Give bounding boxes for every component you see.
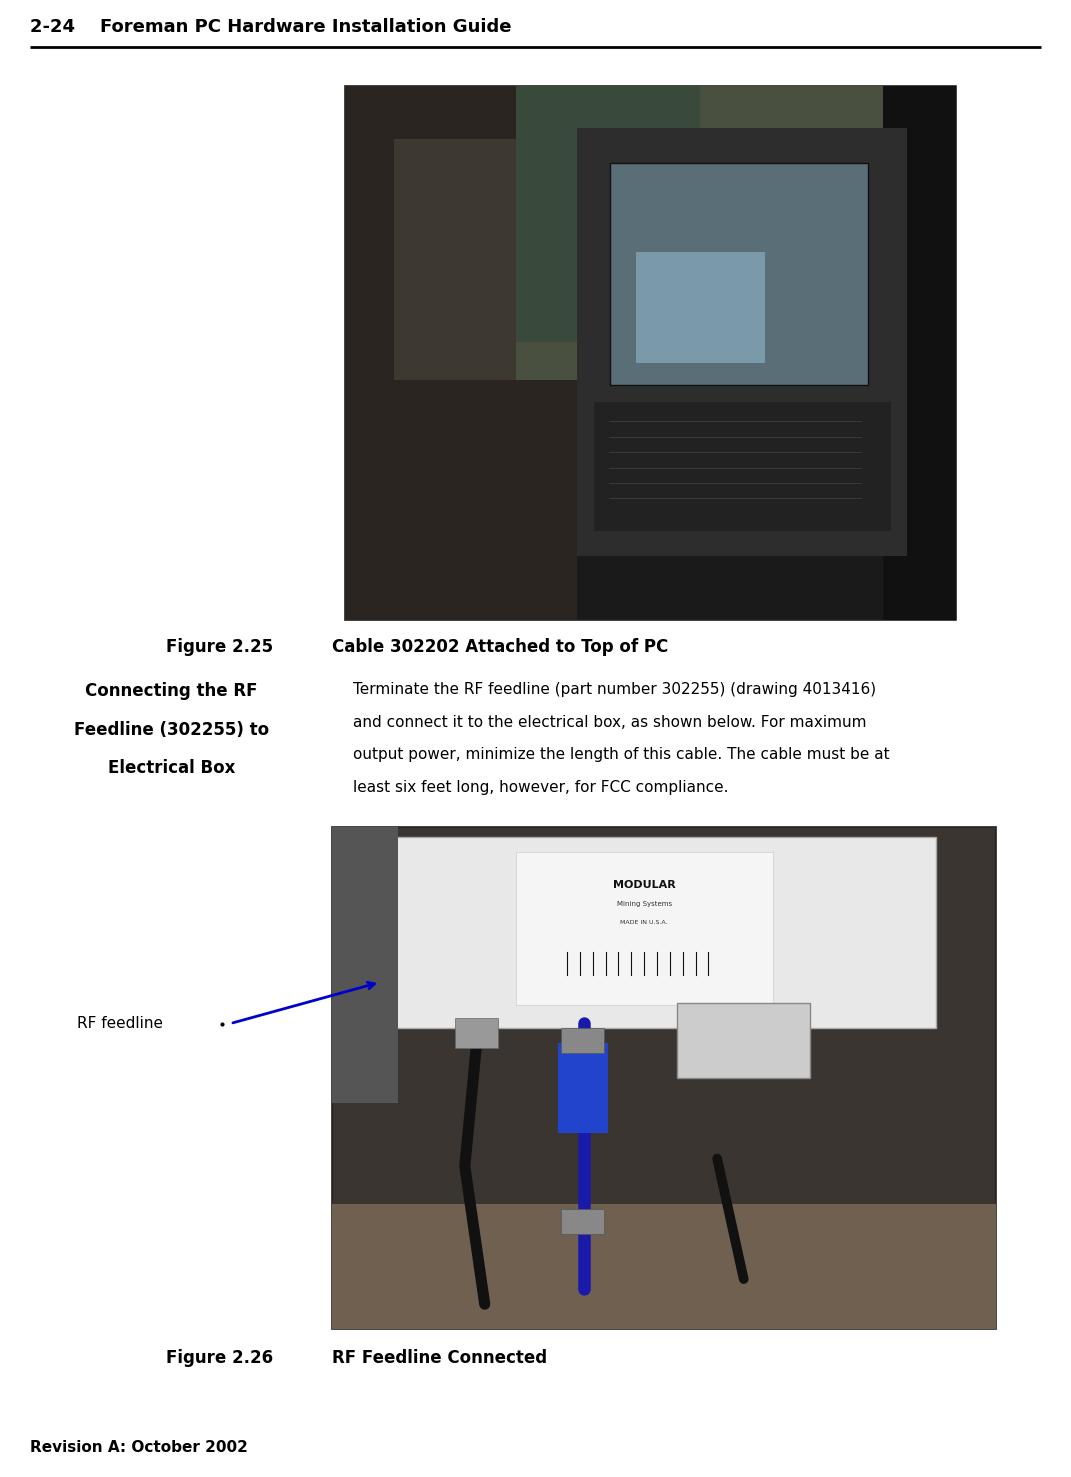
Text: MODULAR: MODULAR: [613, 880, 676, 891]
Text: RF feedline: RF feedline: [77, 1016, 163, 1031]
Bar: [455, 1018, 498, 1049]
Text: Mining Systems: Mining Systems: [617, 901, 672, 907]
Bar: [516, 86, 956, 380]
Text: Terminate the RF feedline (part number 302255) (drawing 4013416): Terminate the RF feedline (part number 3…: [353, 682, 876, 697]
Bar: [558, 1043, 607, 1133]
Bar: [394, 139, 608, 380]
Bar: [352, 837, 936, 1028]
Bar: [332, 827, 398, 1103]
FancyArrowPatch shape: [232, 982, 375, 1024]
Bar: [345, 86, 577, 620]
Text: Cable 302202 Attached to Top of PC: Cable 302202 Attached to Top of PC: [332, 638, 668, 656]
Bar: [515, 852, 772, 1004]
Text: Feedline (302255) to: Feedline (302255) to: [74, 721, 269, 738]
Text: 2-24    Foreman PC Hardware Installation Guide: 2-24 Foreman PC Hardware Installation Gu…: [30, 18, 512, 35]
Bar: [577, 128, 907, 557]
Bar: [345, 86, 956, 620]
Text: Revision A: October 2002: Revision A: October 2002: [30, 1440, 247, 1455]
Text: MADE IN U.S.A.: MADE IN U.S.A.: [620, 920, 668, 925]
Bar: [516, 86, 699, 343]
Bar: [332, 1204, 996, 1329]
Bar: [677, 1003, 810, 1078]
Bar: [561, 1208, 604, 1233]
Text: Figure 2.26: Figure 2.26: [166, 1349, 273, 1366]
Bar: [883, 86, 956, 620]
Text: RF Feedline Connected: RF Feedline Connected: [332, 1349, 547, 1366]
Text: Electrical Box: Electrical Box: [108, 759, 235, 777]
Bar: [332, 827, 996, 1329]
Bar: [610, 162, 868, 385]
Text: Figure 2.25: Figure 2.25: [166, 638, 273, 656]
Text: output power, minimize the length of this cable. The cable must be at: output power, minimize the length of thi…: [353, 747, 890, 762]
Bar: [636, 251, 765, 363]
Bar: [593, 402, 891, 530]
Text: Connecting the RF: Connecting the RF: [85, 682, 258, 700]
Bar: [561, 1028, 604, 1053]
Text: least six feet long, however, for FCC compliance.: least six feet long, however, for FCC co…: [353, 780, 729, 795]
Text: and connect it to the electrical box, as shown below. For maximum: and connect it to the electrical box, as…: [353, 715, 866, 730]
